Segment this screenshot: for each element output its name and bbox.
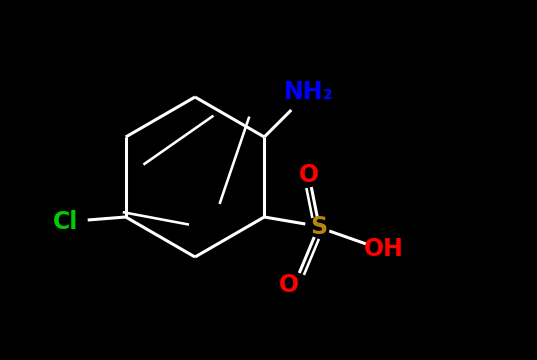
Text: O: O (299, 163, 320, 187)
Text: NH₂: NH₂ (285, 80, 334, 104)
Text: OH: OH (364, 237, 404, 261)
Text: S: S (311, 215, 328, 239)
Text: O: O (279, 273, 299, 297)
Text: Cl: Cl (53, 210, 78, 234)
